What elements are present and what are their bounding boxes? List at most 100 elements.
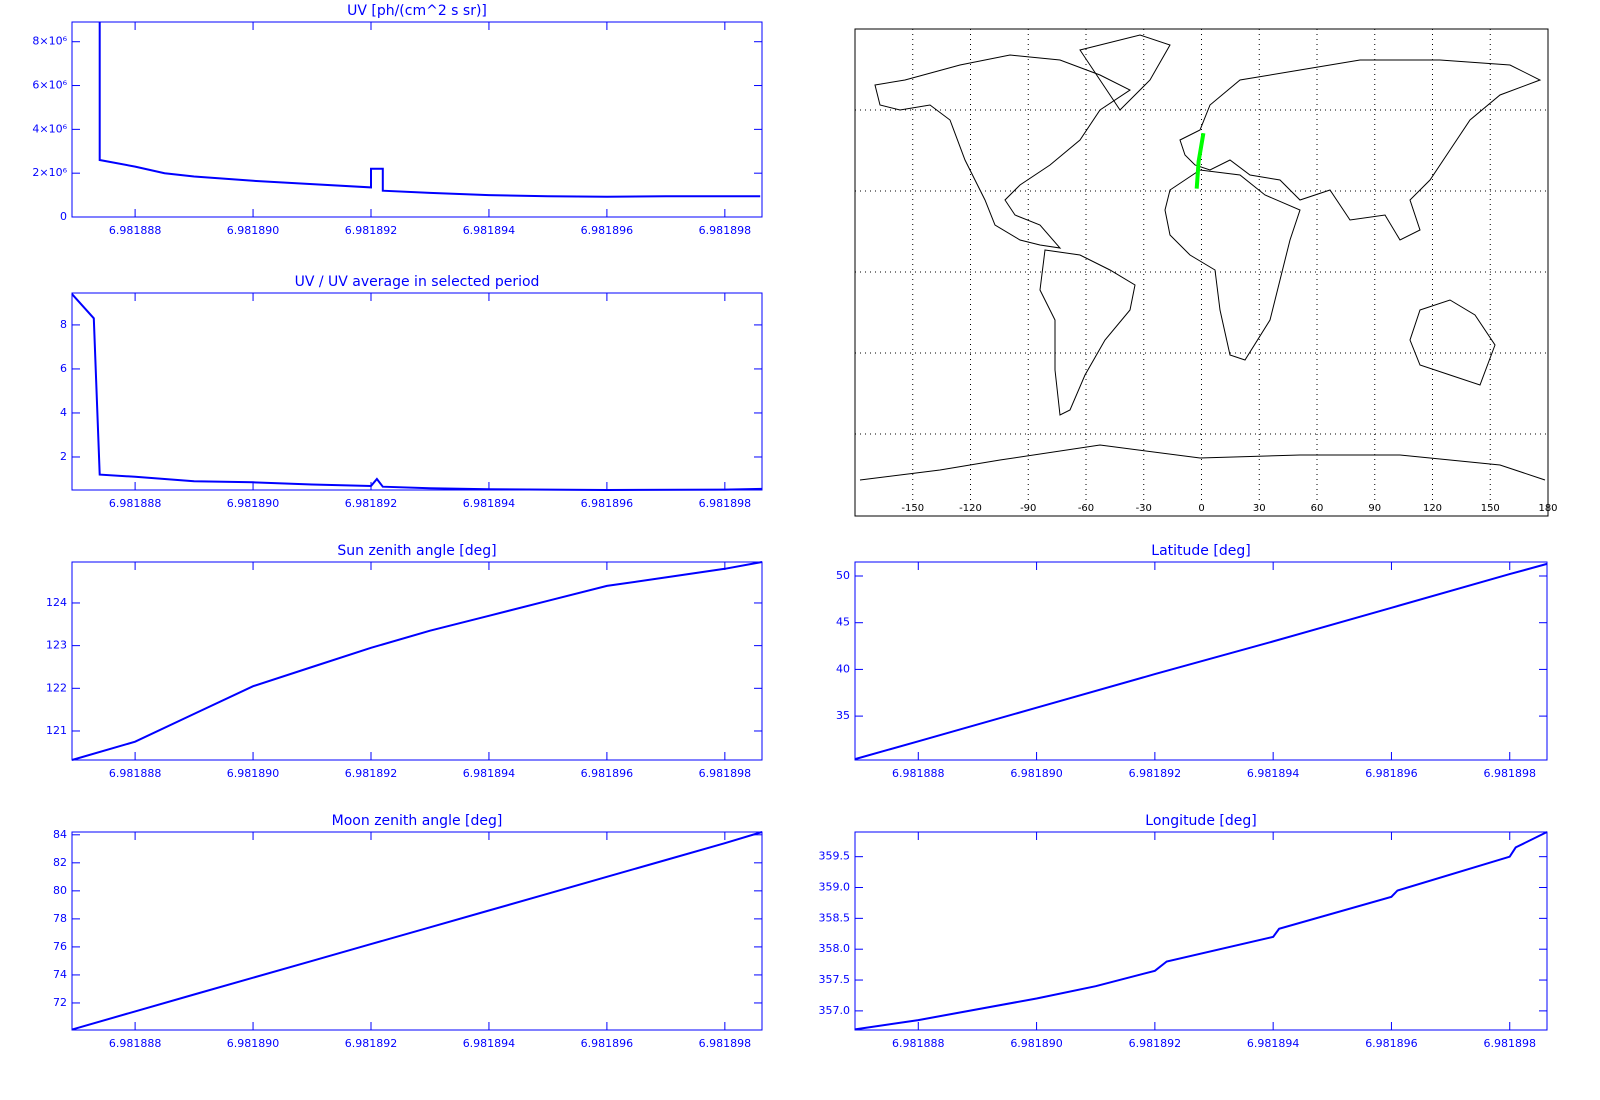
x-tick-label: 6.981894: [1247, 767, 1300, 780]
x-tick-label: 6.981894: [463, 497, 516, 510]
y-tick-label: 121: [46, 724, 67, 737]
x-tick-label: -90: [1020, 503, 1036, 514]
y-tick-label: 358.0: [819, 942, 851, 955]
x-tick-label: 6.981896: [1365, 767, 1418, 780]
data-line: [854, 831, 1548, 1031]
y-tick-label: 35: [836, 709, 850, 722]
y-tick-label: 72: [53, 996, 67, 1009]
x-tick-label: 6.981892: [345, 767, 398, 780]
plot-frame: [71, 21, 763, 218]
plot-frame: [854, 561, 1548, 761]
x-tick-label: 6.981898: [1483, 1037, 1536, 1050]
x-tick-label: 6.981898: [699, 224, 752, 237]
y-tick-label: 357.5: [819, 973, 851, 986]
x-tick-label: 120: [1423, 503, 1442, 514]
y-tick-label: 358.5: [819, 911, 851, 924]
chart-title: Latitude [deg]: [1151, 543, 1250, 559]
south-america: [1039, 249, 1136, 416]
y-tick-label: 76: [53, 940, 67, 953]
plot-frame: [71, 561, 763, 761]
x-tick-label: 6.981898: [1483, 767, 1536, 780]
y-tick-label: 123: [46, 639, 67, 652]
x-tick-label: 6.981890: [227, 224, 280, 237]
chart-title: UV / UV average in selected period: [295, 274, 540, 290]
x-tick-label: 6.981896: [581, 1037, 634, 1050]
chart-title: Longitude [deg]: [1145, 813, 1256, 829]
y-tick-label: 359.0: [819, 881, 851, 894]
plot-frame: [854, 831, 1548, 1031]
x-tick-label: 6.981896: [581, 767, 634, 780]
y-tick-label: 0: [60, 210, 67, 223]
x-tick-label: 6.981888: [109, 497, 162, 510]
x-tick-label: 6.981894: [1247, 1037, 1300, 1050]
plot-frame: [854, 28, 1549, 517]
data-line: [854, 562, 1548, 761]
y-tick-label: 45: [836, 616, 850, 629]
x-tick-label: 6.981894: [463, 1037, 516, 1050]
x-tick-label: 6.981898: [699, 497, 752, 510]
greenland: [1079, 34, 1171, 111]
x-tick-label: 60: [1311, 503, 1324, 514]
x-tick-label: 6.981890: [1010, 1037, 1063, 1050]
y-tick-label: 4: [60, 406, 67, 419]
antarctica: [859, 444, 1546, 481]
y-tick-label: 84: [53, 828, 67, 841]
x-tick-label: 6.981892: [345, 1037, 398, 1050]
australia: [1409, 299, 1496, 386]
chart-title: Sun zenith angle [deg]: [337, 543, 496, 559]
x-tick-label: 6.981898: [699, 767, 752, 780]
x-tick-label: 6.981888: [109, 767, 162, 780]
x-tick-label: 30: [1253, 503, 1266, 514]
y-tick-label: 74: [53, 968, 67, 981]
x-tick-label: -150: [901, 503, 924, 514]
x-tick-label: -60: [1078, 503, 1094, 514]
y-tick-label: 80: [53, 884, 67, 897]
x-tick-label: 6.981888: [109, 224, 162, 237]
ground-track: [1194, 132, 1206, 189]
data-line: [71, 561, 763, 761]
x-tick-label: 6.981896: [581, 224, 634, 237]
y-tick-label: 78: [53, 912, 67, 925]
africa: [1164, 169, 1301, 361]
x-tick-label: 6.981890: [227, 767, 280, 780]
x-tick-label: 6.981888: [109, 1037, 162, 1050]
x-tick-label: 6.981892: [345, 497, 398, 510]
y-tick-label: 2: [60, 450, 67, 463]
x-tick-label: 6.981898: [699, 1037, 752, 1050]
x-tick-label: -30: [1136, 503, 1152, 514]
chart-title: UV [ph/(cm^2 s sr)]: [347, 3, 487, 19]
plot-frame: [71, 292, 763, 491]
x-tick-label: 6.981894: [463, 224, 516, 237]
north-america: [874, 54, 1131, 249]
y-tick-label: 82: [53, 856, 67, 869]
x-tick-label: 0: [1198, 503, 1204, 514]
chart-title: Moon zenith angle [deg]: [332, 813, 503, 829]
x-tick-label: 6.981890: [227, 497, 280, 510]
x-tick-label: 6.981890: [227, 1037, 280, 1050]
coastlines: [855, 34, 1548, 481]
x-tick-label: 90: [1368, 503, 1381, 514]
y-tick-label: 357.0: [819, 1004, 851, 1017]
y-tick-label: 122: [46, 681, 67, 694]
y-tick-label: 8: [60, 318, 67, 331]
data-line: [71, 293, 763, 492]
y-tick-label: 2×10⁶: [32, 166, 67, 179]
x-tick-label: 6.981888: [892, 1037, 945, 1050]
x-tick-label: 6.981896: [581, 497, 634, 510]
eurasia: [1179, 59, 1542, 241]
x-tick-label: 6.981892: [345, 224, 398, 237]
data-line: [98, 22, 761, 198]
x-tick-label: 6.981888: [892, 767, 945, 780]
x-tick-label: 180: [1538, 503, 1557, 514]
plot-frame: [71, 831, 763, 1031]
y-tick-label: 8×10⁶: [32, 35, 67, 48]
data-line: [71, 831, 763, 1031]
y-tick-label: 6×10⁶: [32, 79, 67, 92]
x-tick-label: 6.981892: [1129, 1037, 1182, 1050]
y-tick-label: 6: [60, 362, 67, 375]
y-tick-label: 124: [46, 596, 67, 609]
y-tick-label: 4×10⁶: [32, 122, 67, 135]
x-tick-label: 6.981896: [1365, 1037, 1418, 1050]
